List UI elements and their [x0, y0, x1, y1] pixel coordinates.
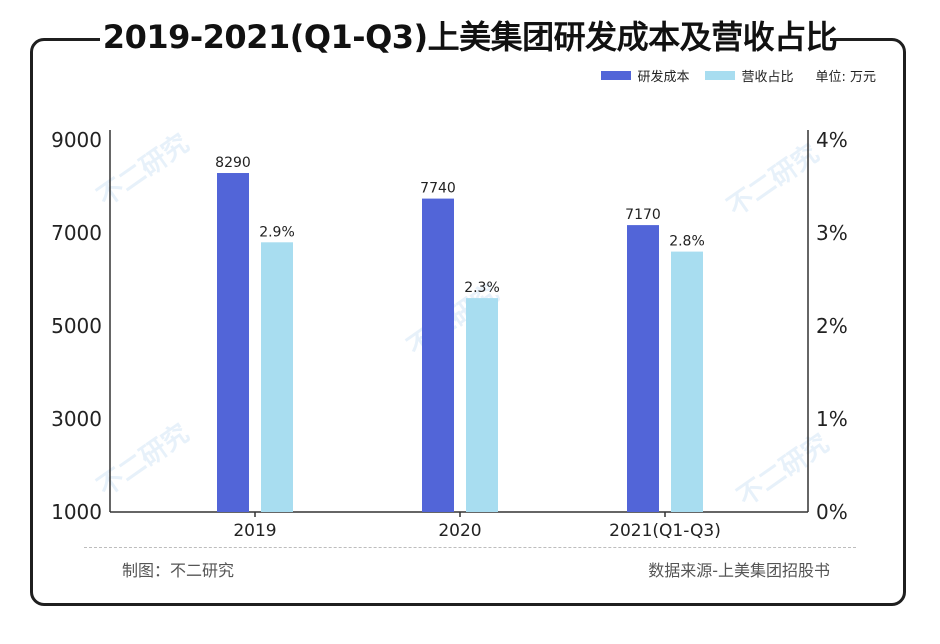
y-tick-right-label: 3%: [816, 221, 848, 245]
bar-series2: [466, 298, 498, 512]
legend-label-series1: 研发成本: [637, 70, 690, 85]
x-tick-label: 2021(Q1-Q3): [609, 521, 721, 541]
bar-series1: [217, 173, 249, 512]
data-label-series1: 7170: [625, 207, 661, 223]
y-tick-left-label: 1000: [51, 500, 102, 524]
chart-title: 2019-2021(Q1-Q3)上美集团研发成本及营收占比: [102, 18, 838, 56]
chart-legend: 研发成本 营收占比 单位: 万元: [585, 66, 876, 85]
y-tick-left-label: 5000: [51, 314, 102, 338]
y-tick-left-label: 9000: [51, 128, 102, 152]
legend-item-series1: 研发成本: [601, 66, 689, 85]
unit-label: 单位: 万元: [815, 70, 876, 85]
y-tick-right-label: 2%: [816, 314, 848, 338]
x-tick-label: 2020: [438, 521, 481, 541]
legend-swatch-series2: [705, 71, 736, 80]
y-tick-right-label: 4%: [816, 128, 848, 152]
legend-label-series2: 营收占比: [741, 70, 794, 85]
y-tick-left-label: 7000: [51, 221, 102, 245]
title-background: [100, 14, 830, 62]
data-label-series2: 2.3%: [464, 280, 500, 296]
bar-series1: [627, 225, 659, 512]
bar-series1: [422, 198, 454, 512]
data-source: 数据来源-上美集团招股书: [648, 561, 830, 580]
y-tick-right-label: 0%: [816, 500, 848, 524]
legend-item-series2: 营收占比: [705, 66, 793, 85]
bar-series2: [261, 242, 293, 513]
data-label-series1: 7740: [420, 181, 456, 197]
legend-swatch-series1: [601, 71, 632, 80]
data-label-series2: 2.9%: [259, 224, 295, 240]
bar-series2: [671, 251, 703, 512]
footer-divider: [84, 547, 856, 548]
data-label-series2: 2.8%: [669, 234, 705, 250]
y-tick-left-label: 3000: [51, 407, 102, 431]
data-label-series1: 8290: [215, 155, 251, 171]
x-tick-label: 2019: [233, 521, 276, 541]
chart-credit: 制图：不二研究: [122, 561, 235, 580]
y-tick-right-label: 1%: [816, 407, 848, 431]
